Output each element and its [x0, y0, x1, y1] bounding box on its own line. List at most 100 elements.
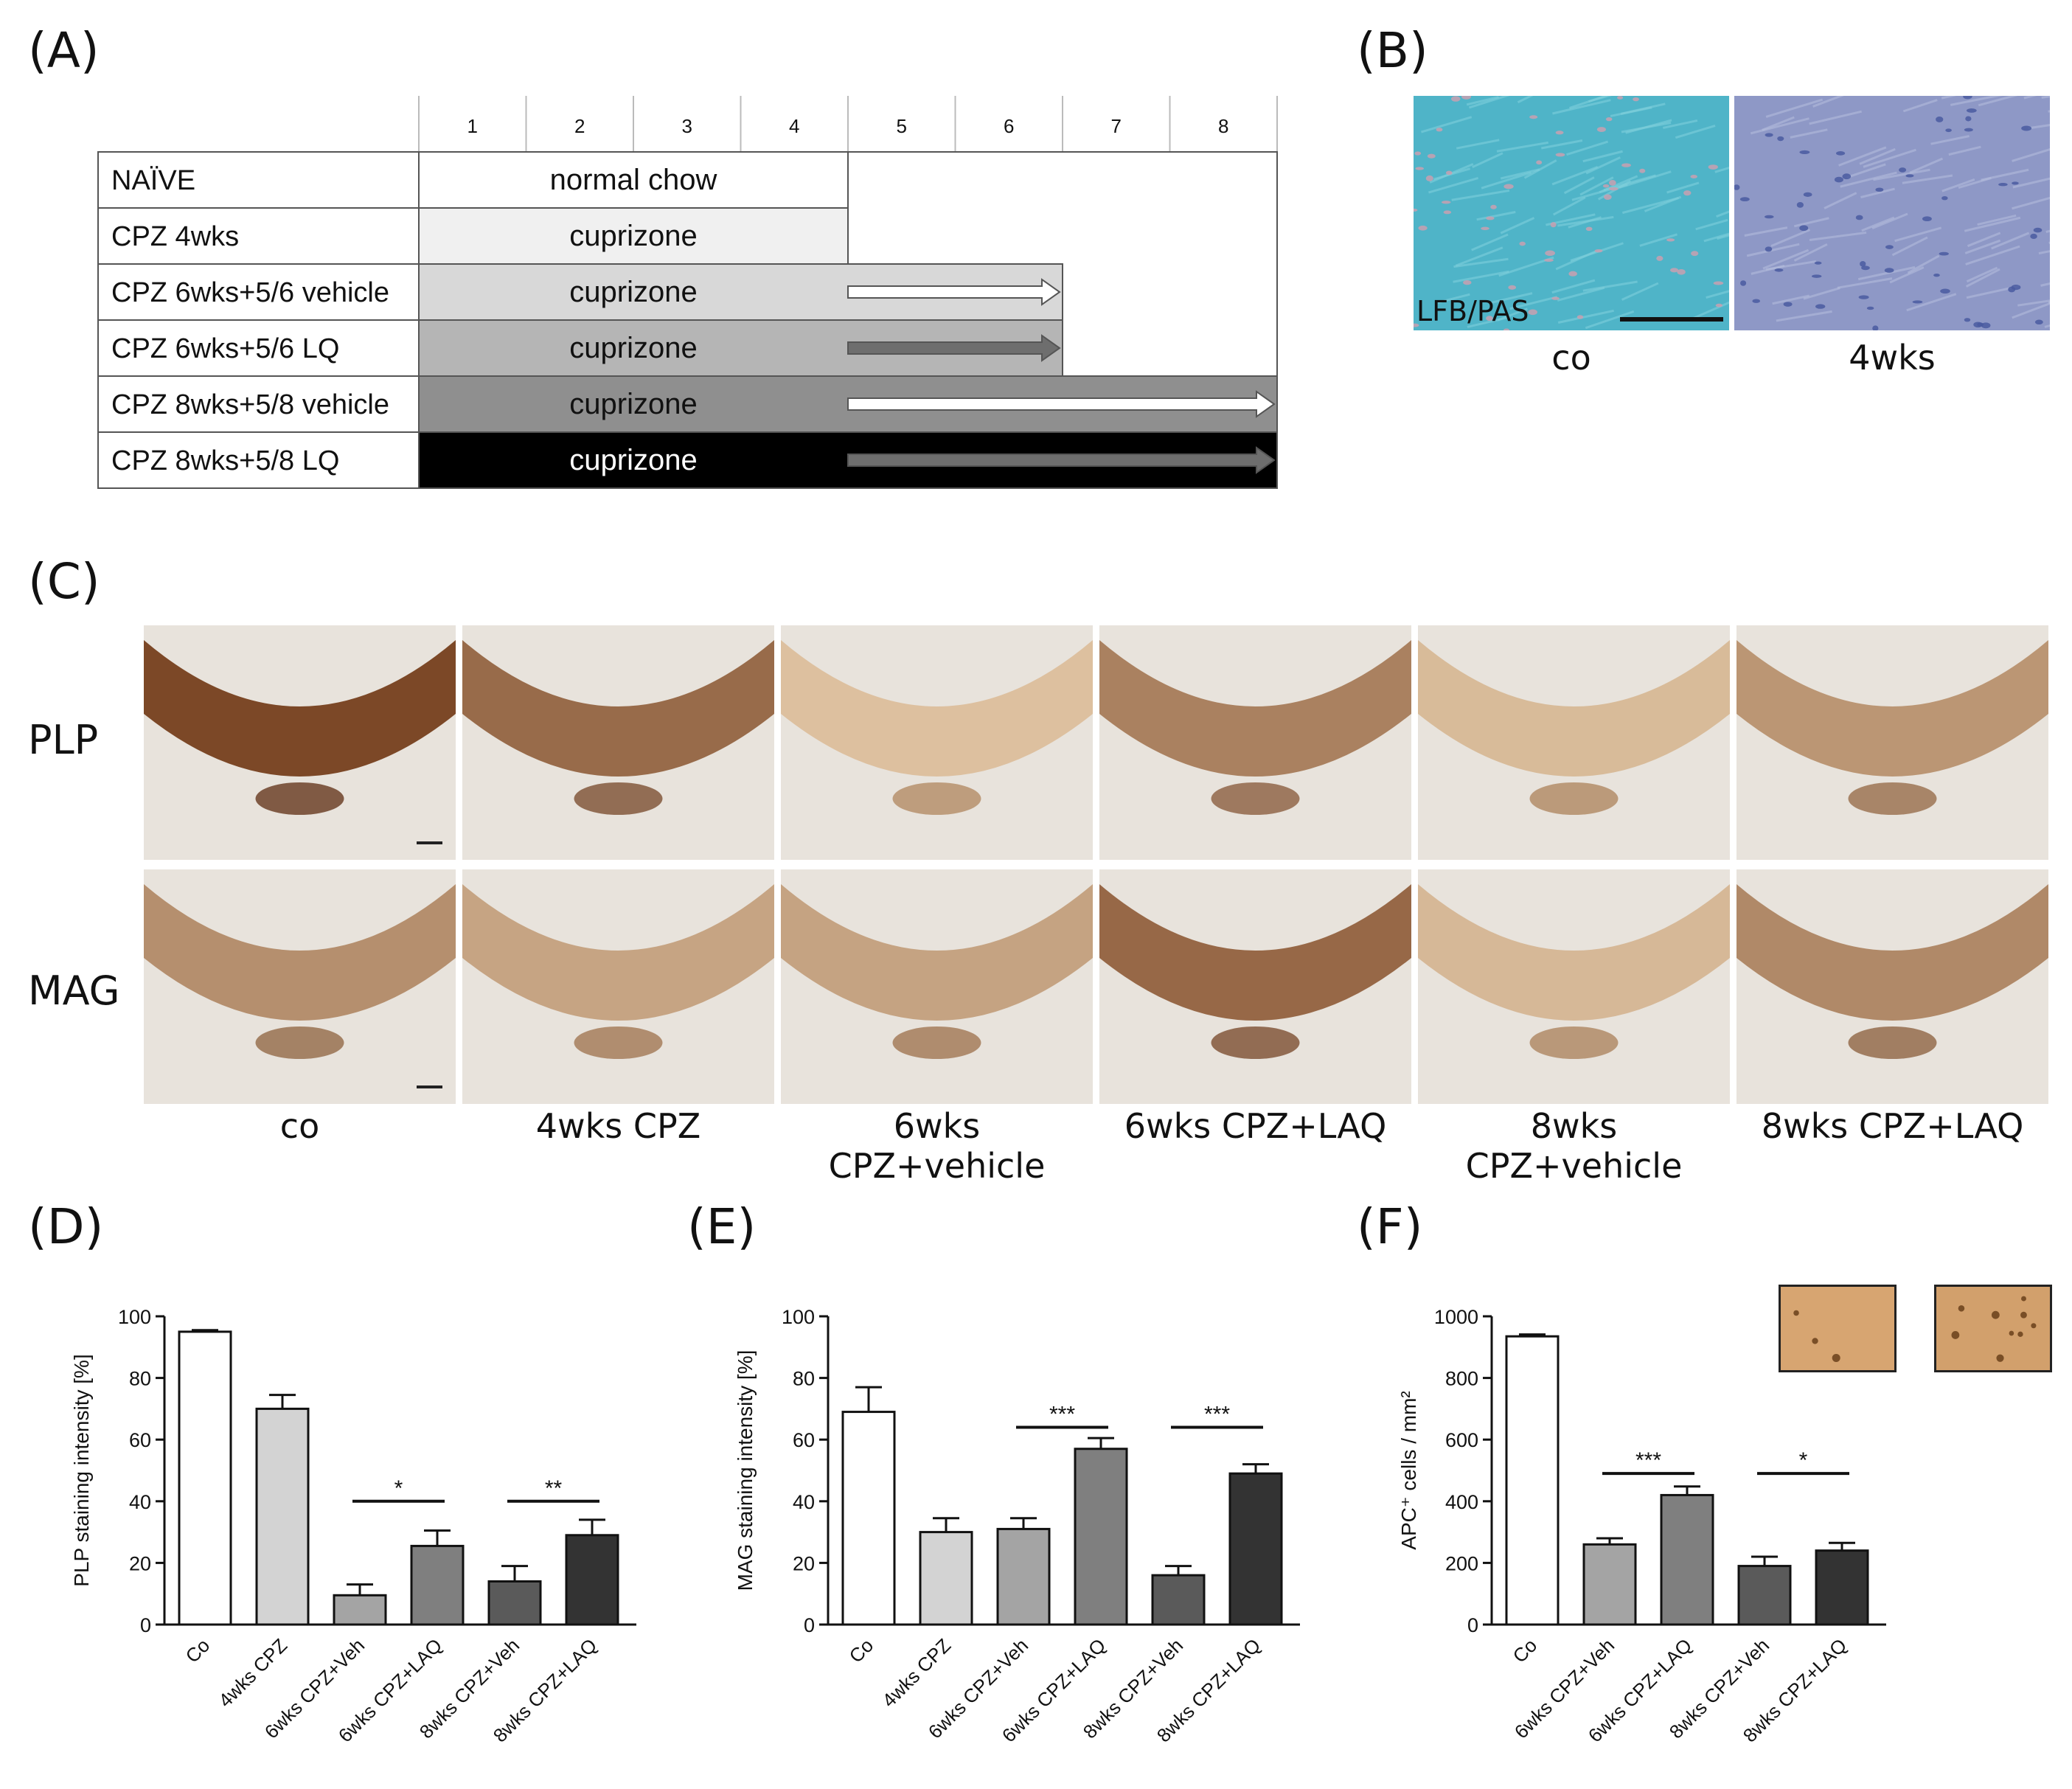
fiber-streak — [1717, 234, 1729, 240]
fiber-streak — [1496, 141, 1548, 153]
fiber-streak — [2012, 302, 2050, 319]
bar — [1228, 1472, 1283, 1626]
cell-nucleus — [1884, 268, 1894, 273]
y-tick-label: 60 — [793, 1429, 815, 1451]
column-caption: 8wks CPZ+vehicle — [1465, 1106, 1683, 1186]
fiber-streak — [1950, 96, 2003, 106]
significance-marker: ** — [545, 1476, 563, 1501]
fiber-streak — [1965, 245, 2020, 265]
midline-dense-staining — [1848, 1026, 1937, 1059]
fiber-streak — [1621, 282, 1659, 301]
cell-nucleus — [1436, 128, 1443, 132]
fiber-streak — [1941, 178, 1975, 192]
cell-nucleus — [1799, 225, 1809, 232]
cell-nucleus — [1964, 128, 1973, 132]
fiber-streak — [1566, 140, 1609, 156]
x-tick-label: 4wks CPZ — [877, 1634, 955, 1712]
cell-nucleus — [1940, 288, 1950, 294]
fiber-streak — [1517, 96, 1534, 104]
y-axis-label: MAG staining intensity [%] — [734, 1350, 757, 1591]
cell-nucleus — [1503, 328, 1510, 330]
cell-nucleus — [1666, 238, 1675, 242]
fiber-streak — [1466, 96, 1499, 106]
cell-nucleus — [1765, 246, 1773, 252]
cell-nucleus — [1544, 258, 1554, 263]
cell-nucleus — [1617, 96, 1624, 100]
cell-nucleus — [1885, 245, 1894, 249]
week-number: 3 — [682, 115, 692, 137]
fiber-streak — [1809, 110, 1862, 125]
fiber-streak — [1765, 98, 1824, 118]
midline-dense-staining — [1211, 1026, 1300, 1059]
cell-nucleus — [1414, 208, 1418, 212]
apc-positive-cell — [2017, 1331, 2023, 1337]
midline-dense-staining — [892, 782, 981, 815]
y-tick-label: 100 — [782, 1306, 815, 1328]
fiber-streak — [1706, 290, 1729, 299]
fiber-streak — [1551, 279, 1596, 294]
fiber-streak — [1762, 116, 1795, 131]
cell-nucleus — [1690, 175, 1697, 179]
midline-dense-staining — [892, 1026, 981, 1059]
bar — [410, 1544, 465, 1626]
apc-positive-cell — [1951, 1331, 1960, 1339]
fiber-streak — [1471, 233, 1509, 251]
week-number: 4 — [789, 115, 799, 137]
fiber-streak — [1906, 293, 1957, 312]
tissue-background — [1414, 96, 1729, 330]
y-axis-label: APC⁺ cells / mm² — [1397, 1391, 1420, 1549]
diet-label: cuprizone — [569, 276, 697, 308]
y-tick-label: 600 — [1445, 1429, 1478, 1451]
fiber-streak — [1838, 146, 1887, 167]
fiber-streak — [1809, 231, 1867, 241]
cell-nucleus — [1933, 273, 1940, 277]
cell-nucleus — [1415, 167, 1425, 170]
fiber-streak — [1437, 293, 1470, 304]
column-caption: 4wks CPZ — [535, 1106, 701, 1146]
y-tick-label: 1000 — [1434, 1306, 1478, 1328]
column-caption: co — [279, 1106, 320, 1146]
cell-nucleus — [1941, 196, 1948, 201]
cell-nucleus — [1555, 131, 1564, 135]
cell-nucleus — [1656, 255, 1663, 261]
bar — [1582, 1543, 1637, 1626]
fiber-streak — [1639, 233, 1678, 247]
apc-positive-cell — [2020, 1311, 2027, 1319]
cell-nucleus — [2012, 181, 2019, 185]
cell-nucleus — [1803, 192, 1812, 197]
y-tick-label: 40 — [129, 1491, 151, 1513]
fiber-streak — [1644, 195, 1682, 212]
staining-grid — [144, 625, 2048, 1104]
cell-nucleus — [1528, 309, 1537, 316]
cell-nucleus — [1639, 168, 1646, 173]
week-number: 1 — [467, 115, 478, 137]
cell-nucleus — [1503, 184, 1514, 190]
fiber-streak — [1557, 215, 1614, 227]
cell-nucleus — [1899, 167, 1907, 173]
fiber-streak — [1557, 309, 1614, 324]
corpus-callosum-band — [462, 640, 774, 777]
cell-nucleus — [1486, 316, 1493, 322]
cell-nucleus — [1855, 215, 1863, 220]
corpus-callosum-band — [144, 884, 456, 1021]
fiber-streak — [2012, 147, 2050, 162]
midline-dense-staining — [255, 1026, 344, 1059]
panel-label-e: (E) — [687, 1198, 757, 1255]
treatment-arrow — [847, 446, 1276, 474]
corpus-callosum-band — [144, 640, 456, 777]
cell-nucleus — [1752, 299, 1761, 303]
cell-nucleus — [1536, 160, 1543, 165]
cell-nucleus — [1866, 306, 1874, 310]
significance-marker: *** — [1635, 1448, 1661, 1473]
cell-nucleus — [2021, 125, 2032, 131]
cell-nucleus — [1842, 173, 1852, 180]
fiber-streak — [1941, 96, 1957, 100]
fiber-streak — [1456, 139, 1500, 150]
fiber-streak — [1846, 163, 1886, 178]
fiber-streak — [1857, 265, 1916, 281]
diet-label: cuprizone — [569, 388, 697, 420]
cell-nucleus — [1608, 187, 1619, 191]
y-tick-label: 800 — [1445, 1368, 1478, 1390]
group-name: NAÏVE — [111, 165, 195, 196]
